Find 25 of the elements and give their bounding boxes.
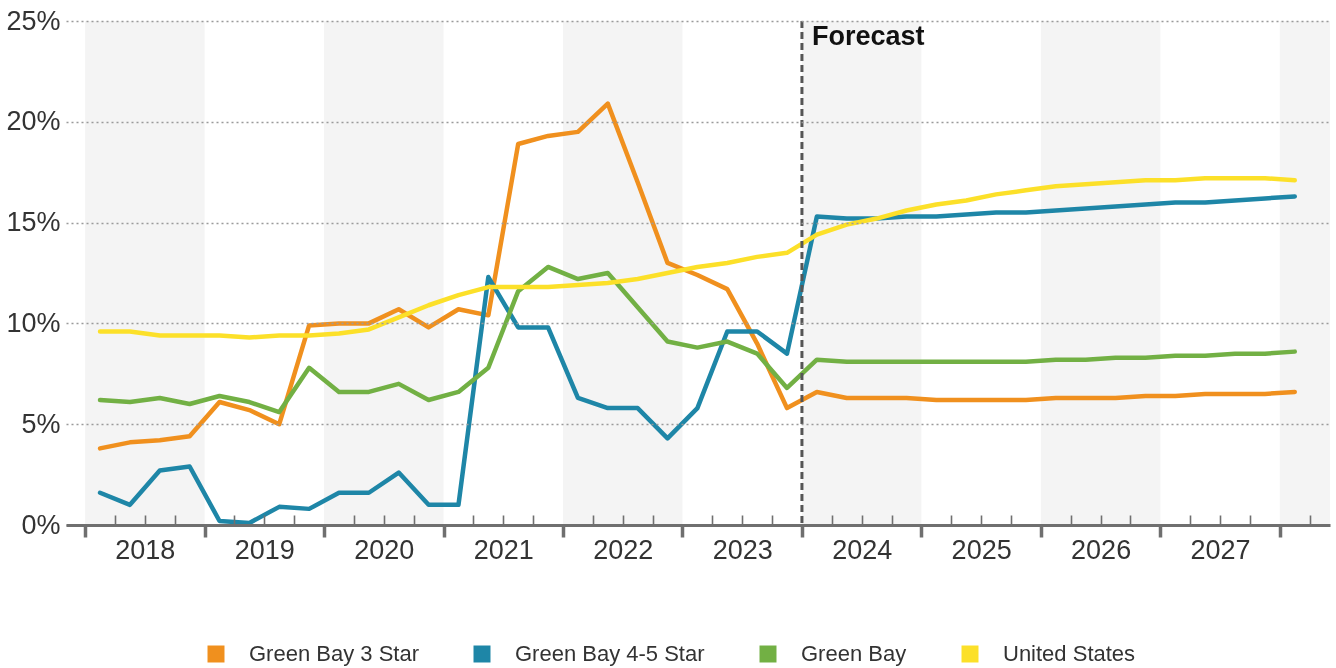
x-tick-label: 2025	[951, 534, 1012, 565]
y-tick-label: 10%	[6, 307, 61, 338]
y-tick-label: 0%	[21, 509, 61, 540]
line-series	[97, 194, 1298, 526]
line-series	[97, 101, 1298, 451]
x-tick-label: 2022	[593, 534, 654, 565]
legend-label: Green Bay	[801, 641, 907, 666]
y-tick-label: 20%	[6, 106, 61, 137]
line-series	[97, 264, 1298, 415]
line-series	[97, 176, 1298, 340]
legend-label: United States	[1003, 641, 1136, 666]
y-tick-label: 15%	[6, 207, 61, 238]
x-tick-label: 2026	[1071, 534, 1132, 565]
x-tick-label: 2023	[712, 534, 773, 565]
x-tick-label: 2019	[234, 534, 295, 565]
x-tick-label: 2018	[115, 534, 176, 565]
x-tick-label: 2021	[473, 534, 534, 565]
x-tick-label: 2024	[832, 534, 893, 565]
legend-label: Green Bay 3 Star	[249, 641, 419, 666]
legend-label: Green Bay 4-5 Star	[515, 641, 705, 666]
x-tick-label: 2027	[1190, 534, 1251, 565]
y-tick-label: 25%	[6, 5, 61, 36]
x-tick-label: 2020	[354, 534, 415, 565]
y-tick-label: 5%	[21, 408, 61, 439]
ref-line-label: Forecast	[811, 21, 925, 51]
